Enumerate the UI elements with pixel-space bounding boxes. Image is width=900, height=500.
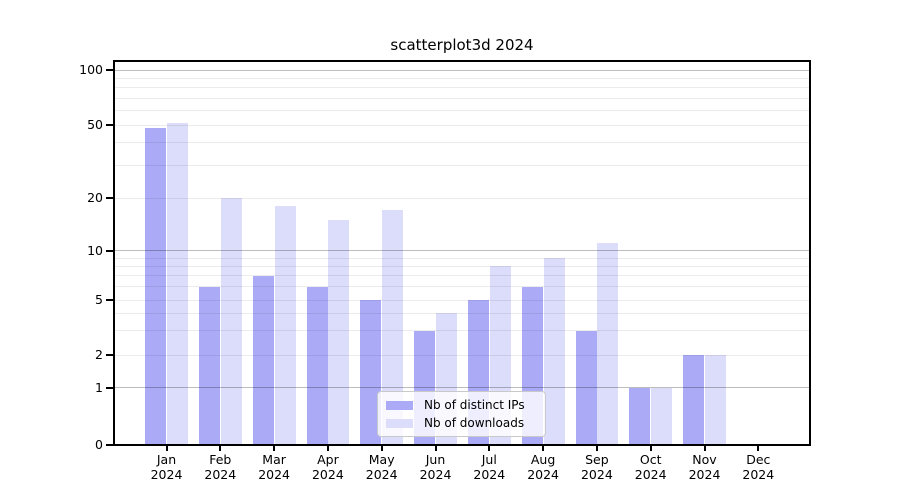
y-tick-100 [106, 69, 113, 71]
x-tick-nov [703, 446, 706, 451]
y-tick-label-0: 0 [95, 436, 103, 452]
minor-gridline-4 [115, 312, 809, 314]
bar-may-distinct-ips [360, 300, 382, 445]
x-tick-label-dec: Dec 2024 [742, 452, 775, 482]
legend-swatch-distinct-ips [386, 400, 413, 410]
bar-mar-distinct-ips [252, 275, 274, 445]
minor-gridline-70 [115, 97, 809, 99]
x-tick-label-feb: Feb 2024 [204, 452, 237, 482]
legend-swatch-downloads [386, 418, 413, 428]
bar-oct-distinct-ips [629, 387, 651, 445]
bar-oct-downloads [651, 387, 673, 445]
minor-gridline-5 [115, 299, 809, 301]
bar-mar-downloads [274, 205, 296, 445]
x-tick-dec [757, 446, 760, 451]
minor-gridline-20 [115, 197, 809, 199]
x-tick-label-oct: Oct 2024 [634, 452, 667, 482]
minor-gridline-2 [115, 354, 809, 356]
minor-gridline-8 [115, 265, 809, 267]
legend: Nb of distinct IPs Nb of downloads [377, 391, 546, 437]
bar-jan-distinct-ips [145, 128, 167, 445]
minor-gridline-3 [115, 330, 809, 332]
legend-row-distinct-ips: Nb of distinct IPs [378, 398, 545, 413]
x-tick-label-jul: Jul 2024 [473, 452, 506, 482]
y-tick-label-1: 1 [95, 379, 103, 395]
major-gridline-100 [115, 69, 809, 71]
x-tick-aug [542, 446, 545, 451]
bar-may-downloads [382, 210, 404, 445]
x-tick-jul [488, 446, 491, 451]
bar-aug-downloads [543, 258, 565, 445]
minor-gridline-30 [115, 165, 809, 167]
minor-gridline-6 [115, 286, 809, 288]
legend-label-distinct-ips: Nb of distinct IPs [424, 398, 525, 412]
bar-sep-downloads [597, 243, 619, 445]
x-tick-label-apr: Apr 2024 [311, 452, 344, 482]
x-tick-mar [273, 446, 276, 451]
bar-apr-distinct-ips [306, 286, 328, 445]
x-tick-label-sep: Sep 2024 [580, 452, 613, 482]
minor-gridline-50 [115, 124, 809, 126]
minor-gridline-90 [115, 77, 809, 79]
legend-label-downloads: Nb of downloads [424, 416, 525, 430]
x-tick-jan [165, 446, 168, 451]
y-tick-label-10: 10 [87, 242, 103, 258]
minor-gridline-80 [115, 87, 809, 89]
y-tick-label-2: 2 [95, 347, 103, 362]
x-tick-apr [326, 446, 329, 451]
x-tick-feb [219, 446, 222, 451]
bar-feb-distinct-ips [198, 286, 220, 445]
bar-feb-downloads [220, 198, 242, 445]
x-tick-sep [595, 446, 598, 451]
y-tick-2 [106, 354, 113, 356]
y-tick-label-5: 5 [95, 292, 103, 307]
bar-sep-distinct-ips [575, 330, 597, 445]
x-tick-label-aug: Aug 2024 [527, 452, 559, 482]
minor-gridline-9 [115, 257, 809, 259]
bar-nov-downloads [704, 355, 726, 445]
y-tick-label-50: 50 [87, 117, 103, 132]
y-tick-5 [106, 299, 113, 301]
y-tick-label-20: 20 [87, 190, 103, 205]
x-tick-oct [649, 446, 652, 451]
x-tick-jun [434, 446, 437, 451]
x-tick-label-jan: Jan 2024 [150, 452, 183, 482]
minor-gridline-60 [115, 110, 809, 112]
y-tick-0 [106, 443, 113, 446]
x-tick-label-nov: Nov 2024 [688, 452, 721, 482]
chart-title: scatterplot3d 2024 [390, 36, 534, 54]
bar-nov-distinct-ips [683, 355, 705, 445]
legend-row-downloads: Nb of downloads [378, 416, 545, 431]
major-gridline-10 [115, 250, 809, 251]
bar-jan-downloads [166, 123, 188, 445]
x-tick-may [380, 446, 383, 451]
y-tick-20 [106, 197, 113, 199]
y-tick-10 [106, 249, 113, 252]
x-tick-label-jun: Jun 2024 [419, 452, 452, 482]
major-gridline-1 [115, 387, 809, 388]
x-tick-label-mar: Mar 2024 [258, 452, 290, 482]
y-tick-label-100: 100 [79, 62, 103, 77]
y-tick-1 [106, 386, 113, 389]
minor-gridline-40 [115, 142, 809, 144]
bar-apr-downloads [328, 219, 350, 445]
x-tick-label-may: May 2024 [365, 452, 398, 482]
y-tick-50 [106, 124, 113, 126]
minor-gridline-7 [115, 275, 809, 277]
